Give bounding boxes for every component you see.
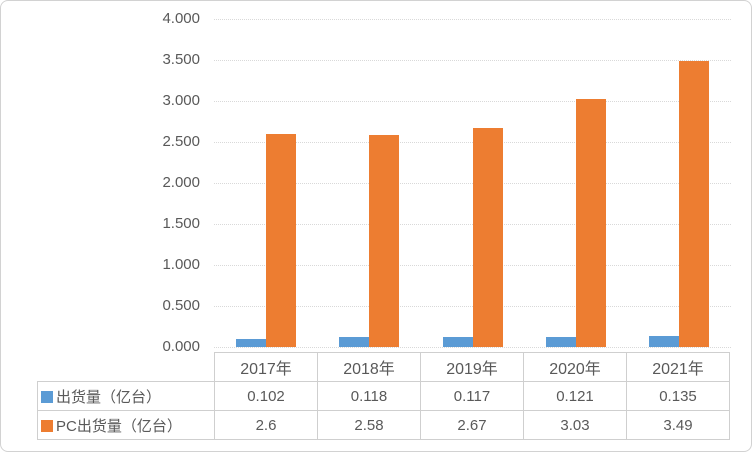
y-axis-tick-label: 2.500 — [162, 133, 200, 150]
y-axis-tick-label: 0.500 — [162, 297, 200, 314]
y-axis-tick-label: 2.000 — [162, 174, 200, 191]
y-axis-tick-label: 1.500 — [162, 215, 200, 232]
table-value-cell: 0.118 — [317, 381, 421, 411]
table-year-header: 2020年 — [523, 352, 627, 382]
gridline-y-0.000 — [214, 347, 731, 348]
bar-pc-shipments-2021年 — [679, 61, 709, 347]
gridline-y-2.500 — [214, 142, 731, 143]
gridline-y-0.500 — [214, 306, 731, 307]
plot-area — [214, 19, 731, 348]
legend-label: PC出货量（亿台） — [56, 417, 182, 435]
bar-pc-shipments-2018年 — [369, 135, 399, 347]
table-value-cell: 2.67 — [420, 410, 524, 440]
bar-pc-shipments-2017年 — [266, 134, 296, 347]
table-year-header: 2017年 — [214, 352, 318, 382]
table-value-cell: 0.117 — [420, 381, 524, 411]
gridline-y-1.000 — [214, 265, 731, 266]
table-year-header: 2021年 — [626, 352, 730, 382]
gridline-y-2.000 — [214, 183, 731, 184]
y-axis-tick-label: 0.000 — [162, 338, 200, 355]
gridline-y-4.000 — [214, 19, 731, 20]
table-value-cell: 2.6 — [214, 410, 318, 440]
bar-shipments-2020年 — [546, 337, 576, 347]
y-axis: 0.000 0.500 1.000 1.500 2.000 2.500 3.000 3.500… — [1, 1, 200, 361]
gridline-y-3.500 — [214, 60, 731, 61]
legend-swatch-icon — [41, 390, 53, 403]
table-value-cell: 3.49 — [626, 410, 730, 440]
table-value-cell: 0.121 — [523, 381, 627, 411]
table-row: 出货量（亿台） 0.102 0.118 0.117 0.121 0.135 — [37, 381, 730, 411]
gridline-y-3.000 — [214, 101, 731, 102]
y-axis-tick-label: 3.500 — [162, 51, 200, 68]
gridline-y-1.500 — [214, 224, 731, 225]
bar-pc-shipments-2019年 — [473, 128, 503, 347]
bar-shipments-2021年 — [649, 336, 679, 347]
bar-shipments-2017年 — [236, 339, 266, 347]
bar-pc-shipments-2020年 — [576, 99, 606, 347]
table-row: PC出货量（亿台） 2.6 2.58 2.67 3.03 3.49 — [37, 410, 730, 440]
table-year-header: 2018年 — [317, 352, 421, 382]
table-value-cell: 0.102 — [214, 381, 318, 411]
legend-swatch-icon — [41, 419, 53, 432]
table-value-cell: 3.03 — [523, 410, 627, 440]
table-year-header: 2019年 — [420, 352, 524, 382]
chart-data-table: 2017年 2018年 2019年 2020年 2021年 出货量（亿台） 0.102 0.1… — [37, 352, 730, 440]
legend-cell-pc-shipments: PC出货量（亿台） — [37, 410, 215, 440]
table-corner-empty — [38, 353, 215, 382]
legend-label: 出货量（亿台） — [56, 388, 162, 406]
bar-shipments-2018年 — [339, 337, 369, 347]
table-value-cell: 2.58 — [317, 410, 421, 440]
table-header-row: 2017年 2018年 2019年 2020年 2021年 — [38, 352, 730, 382]
bar-shipments-2019年 — [443, 337, 473, 347]
table-value-cell: 0.135 — [626, 381, 730, 411]
legend-cell-shipments: 出货量（亿台） — [37, 381, 215, 411]
y-axis-tick-label: 3.000 — [162, 92, 200, 109]
y-axis-tick-label: 4.000 — [162, 10, 200, 27]
y-axis-tick-label: 1.000 — [162, 256, 200, 273]
